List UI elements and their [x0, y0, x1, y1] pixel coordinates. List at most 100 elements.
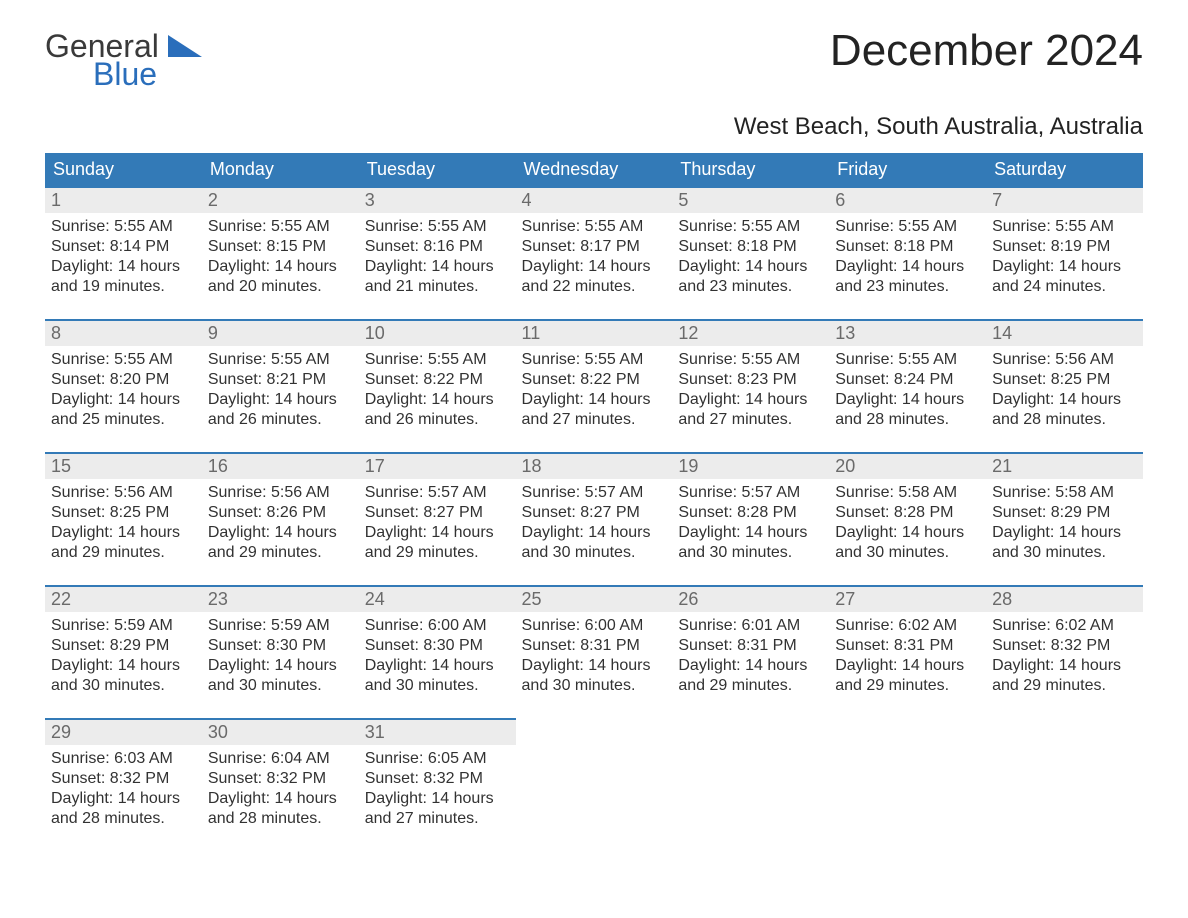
- day-cell-body: Sunrise: 5:58 AMSunset: 8:28 PMDaylight:…: [829, 479, 986, 567]
- day-number: 4: [516, 186, 673, 213]
- sunset-line: Sunset: 8:15 PM: [208, 237, 353, 257]
- daylight-line-1: Daylight: 14 hours: [51, 390, 196, 410]
- day-body: Sunrise: 5:56 AMSunset: 8:25 PMDaylight:…: [45, 479, 202, 567]
- day-body: Sunrise: 5:55 AMSunset: 8:22 PMDaylight:…: [359, 346, 516, 434]
- day-cell-body: Sunrise: 5:55 AMSunset: 8:18 PMDaylight:…: [672, 213, 829, 301]
- daylight-line-2: and 25 minutes.: [51, 410, 196, 430]
- daylight-line-2: and 29 minutes.: [678, 676, 823, 696]
- daylight-line-2: and 30 minutes.: [51, 676, 196, 696]
- day-cell-number: 18: [516, 452, 673, 479]
- daylight-line-1: Daylight: 14 hours: [835, 390, 980, 410]
- daylight-line-2: and 28 minutes.: [51, 809, 196, 829]
- day-number: 17: [359, 452, 516, 479]
- day-cell-body: Sunrise: 5:58 AMSunset: 8:29 PMDaylight:…: [986, 479, 1143, 567]
- sunset-line: Sunset: 8:20 PM: [51, 370, 196, 390]
- daylight-line-2: and 28 minutes.: [835, 410, 980, 430]
- day-number: 24: [359, 585, 516, 612]
- sunrise-line: Sunrise: 6:02 AM: [992, 616, 1137, 636]
- page-subtitle: West Beach, South Australia, Australia: [45, 113, 1143, 141]
- daylight-line-2: and 28 minutes.: [208, 809, 353, 829]
- day-number: 21: [986, 452, 1143, 479]
- daylight-line-1: Daylight: 14 hours: [522, 656, 667, 676]
- daylight-line-1: Daylight: 14 hours: [208, 390, 353, 410]
- day-cell-body: Sunrise: 6:05 AMSunset: 8:32 PMDaylight:…: [359, 745, 516, 833]
- day-cell-number: 15: [45, 452, 202, 479]
- week-separator: [45, 700, 1143, 718]
- sunrise-line: Sunrise: 5:55 AM: [365, 217, 510, 237]
- daylight-line-2: and 28 minutes.: [992, 410, 1137, 430]
- week-body-row: Sunrise: 5:55 AMSunset: 8:14 PMDaylight:…: [45, 213, 1143, 301]
- day-cell-body: Sunrise: 5:55 AMSunset: 8:15 PMDaylight:…: [202, 213, 359, 301]
- day-body: Sunrise: 5:55 AMSunset: 8:22 PMDaylight:…: [516, 346, 673, 434]
- sunset-line: Sunset: 8:16 PM: [365, 237, 510, 257]
- sunset-line: Sunset: 8:32 PM: [51, 769, 196, 789]
- day-cell-body: Sunrise: 5:55 AMSunset: 8:18 PMDaylight:…: [829, 213, 986, 301]
- sunset-line: Sunset: 8:29 PM: [51, 636, 196, 656]
- sunrise-line: Sunrise: 5:55 AM: [678, 350, 823, 370]
- sunset-line: Sunset: 8:18 PM: [835, 237, 980, 257]
- sunset-line: Sunset: 8:26 PM: [208, 503, 353, 523]
- day-body: Sunrise: 6:02 AMSunset: 8:31 PMDaylight:…: [829, 612, 986, 700]
- sunrise-line: Sunrise: 5:56 AM: [992, 350, 1137, 370]
- day-number: 31: [359, 718, 516, 745]
- week-separator: [45, 434, 1143, 452]
- daylight-line-1: Daylight: 14 hours: [835, 523, 980, 543]
- sunrise-line: Sunrise: 6:01 AM: [678, 616, 823, 636]
- day-cell-number: 28: [986, 585, 1143, 612]
- daylight-line-1: Daylight: 14 hours: [208, 257, 353, 277]
- calendar-table: SundayMondayTuesdayWednesdayThursdayFrid…: [45, 153, 1143, 833]
- daylight-line-1: Daylight: 14 hours: [365, 257, 510, 277]
- day-number: 11: [516, 319, 673, 346]
- day-cell-number: 9: [202, 319, 359, 346]
- day-cell-number: [516, 718, 673, 745]
- daylight-line-1: Daylight: 14 hours: [365, 390, 510, 410]
- day-body: Sunrise: 5:55 AMSunset: 8:15 PMDaylight:…: [202, 213, 359, 301]
- sunset-line: Sunset: 8:24 PM: [835, 370, 980, 390]
- calendar-body: 1234567Sunrise: 5:55 AMSunset: 8:14 PMDa…: [45, 186, 1143, 833]
- sunset-line: Sunset: 8:17 PM: [522, 237, 667, 257]
- day-cell-body: Sunrise: 6:02 AMSunset: 8:32 PMDaylight:…: [986, 612, 1143, 700]
- day-number: 20: [829, 452, 986, 479]
- sunset-line: Sunset: 8:25 PM: [51, 503, 196, 523]
- sunrise-line: Sunrise: 5:58 AM: [835, 483, 980, 503]
- sunset-line: Sunset: 8:28 PM: [835, 503, 980, 523]
- sunset-line: Sunset: 8:22 PM: [365, 370, 510, 390]
- day-cell-number: 8: [45, 319, 202, 346]
- day-number: 25: [516, 585, 673, 612]
- day-cell-number: [986, 718, 1143, 745]
- week-body-row: Sunrise: 5:59 AMSunset: 8:29 PMDaylight:…: [45, 612, 1143, 700]
- sunrise-line: Sunrise: 5:55 AM: [365, 350, 510, 370]
- sunrise-line: Sunrise: 5:57 AM: [365, 483, 510, 503]
- calendar-page: General Blue December 2024 West Beach, S…: [0, 0, 1188, 918]
- week-body-row: Sunrise: 6:03 AMSunset: 8:32 PMDaylight:…: [45, 745, 1143, 833]
- daylight-line-1: Daylight: 14 hours: [835, 656, 980, 676]
- calendar-header: SundayMondayTuesdayWednesdayThursdayFrid…: [45, 153, 1143, 186]
- daylight-line-2: and 20 minutes.: [208, 277, 353, 297]
- daylight-line-1: Daylight: 14 hours: [208, 789, 353, 809]
- day-cell-number: 7: [986, 186, 1143, 213]
- daylight-line-2: and 30 minutes.: [522, 543, 667, 563]
- daylight-line-1: Daylight: 14 hours: [365, 789, 510, 809]
- sunrise-line: Sunrise: 6:04 AM: [208, 749, 353, 769]
- sunrise-line: Sunrise: 6:05 AM: [365, 749, 510, 769]
- sunset-line: Sunset: 8:28 PM: [678, 503, 823, 523]
- daylight-line-2: and 21 minutes.: [365, 277, 510, 297]
- day-cell-number: 25: [516, 585, 673, 612]
- day-body: Sunrise: 5:57 AMSunset: 8:27 PMDaylight:…: [359, 479, 516, 567]
- day-cell-number: 21: [986, 452, 1143, 479]
- day-header: Thursday: [672, 153, 829, 186]
- day-cell-body: Sunrise: 5:57 AMSunset: 8:28 PMDaylight:…: [672, 479, 829, 567]
- day-header: Tuesday: [359, 153, 516, 186]
- sunrise-line: Sunrise: 6:02 AM: [835, 616, 980, 636]
- day-cell-body: Sunrise: 5:55 AMSunset: 8:14 PMDaylight:…: [45, 213, 202, 301]
- day-cell-body: [516, 745, 673, 833]
- week-daynum-row: 22232425262728: [45, 585, 1143, 612]
- sunset-line: Sunset: 8:27 PM: [522, 503, 667, 523]
- logo: General Blue: [45, 30, 202, 91]
- daylight-line-1: Daylight: 14 hours: [678, 523, 823, 543]
- page-title: December 2024: [830, 26, 1143, 76]
- day-cell-body: Sunrise: 6:01 AMSunset: 8:31 PMDaylight:…: [672, 612, 829, 700]
- sunset-line: Sunset: 8:31 PM: [522, 636, 667, 656]
- daylight-line-1: Daylight: 14 hours: [365, 656, 510, 676]
- day-body: Sunrise: 5:59 AMSunset: 8:30 PMDaylight:…: [202, 612, 359, 700]
